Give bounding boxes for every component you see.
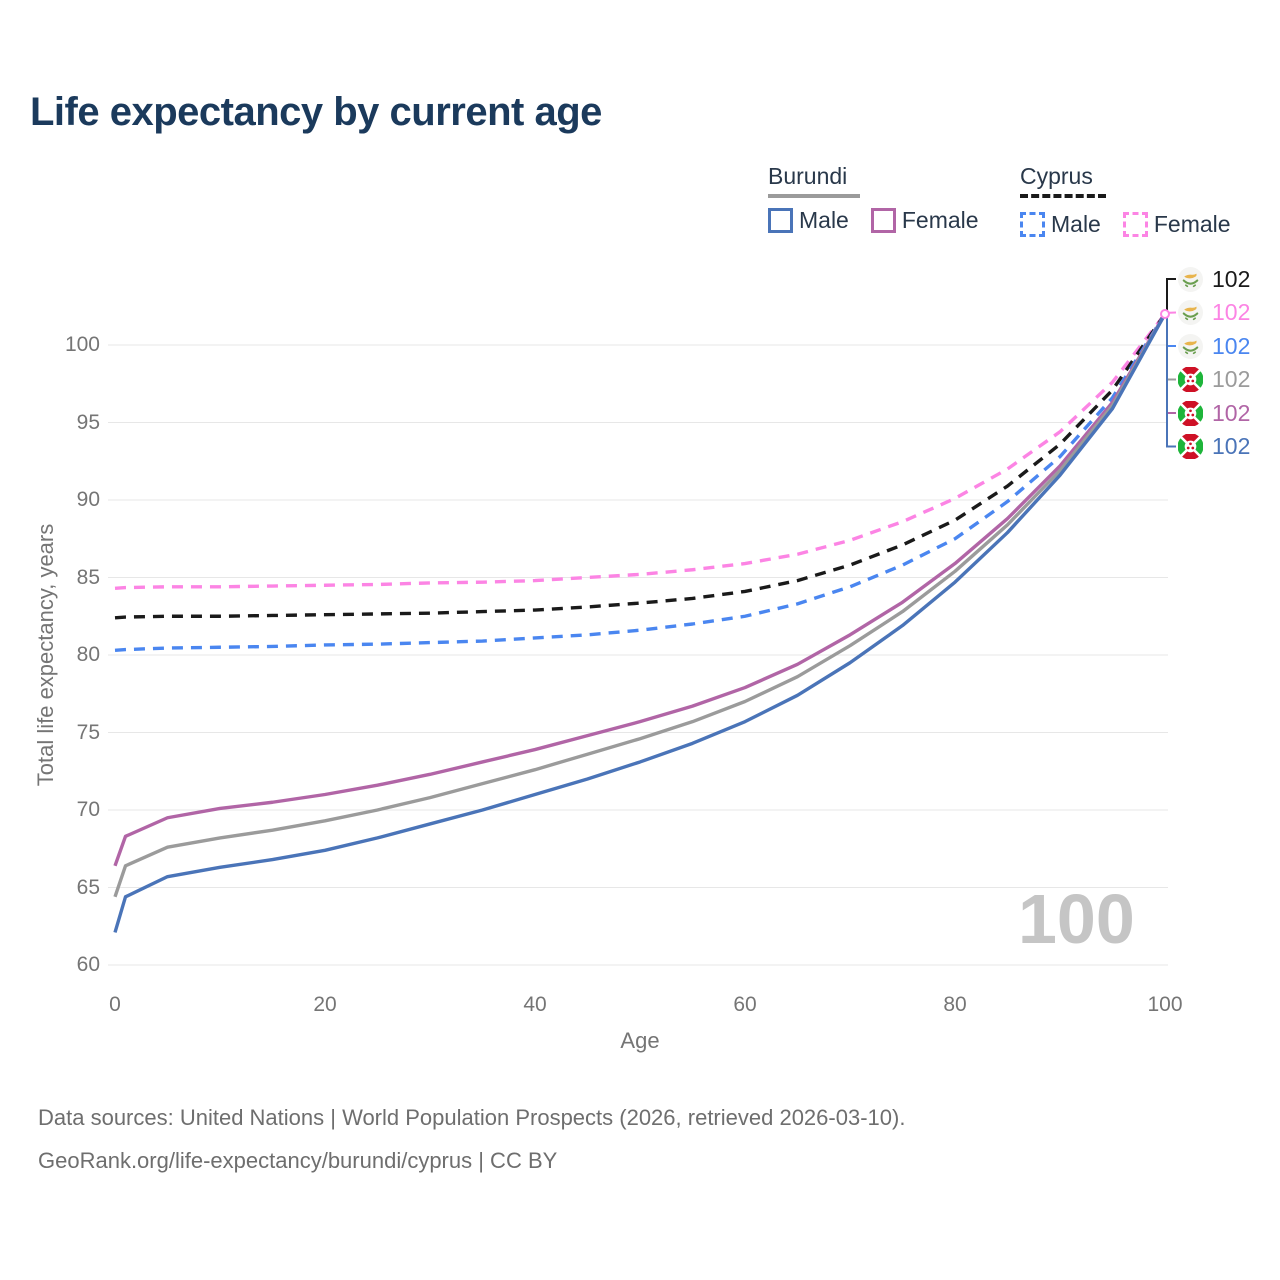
end-label-burundi-total: 102: [1177, 363, 1251, 395]
end-label-cyprus-female: 102: [1178, 296, 1250, 328]
end-label-value: 102: [1212, 432, 1251, 459]
page-title: Life expectancy by current age: [30, 90, 602, 134]
x-axis-tick-20: 20: [313, 993, 337, 1016]
cyprus-flag-icon: [1178, 333, 1203, 359]
leader-line: [1163, 314, 1176, 414]
series-lines: [113, 312, 1167, 933]
series-line-burundi-male[interactable]: [113, 313, 1167, 933]
legend-item-cyprus-female[interactable]: Female: [1122, 211, 1231, 238]
end-label-value: 102: [1212, 399, 1251, 426]
checkbox-burundi-male[interactable]: [768, 208, 793, 233]
series-line-cyprus-total[interactable]: [114, 313, 1167, 620]
leader-line: [1163, 314, 1176, 381]
x-axis-tick-0: 0: [109, 993, 121, 1016]
end-label-value: 102: [1212, 365, 1251, 392]
series-line-burundi-total[interactable]: [113, 313, 1167, 898]
burundi-flag-icon: [1177, 432, 1204, 460]
leader-line: [1163, 314, 1176, 347]
x-axis-tick-40: 40: [523, 993, 547, 1016]
legend-country-cyprus[interactable]: Cyprus: [1020, 163, 1093, 189]
y-axis-tick-90: 90: [76, 488, 100, 511]
leader-lines: [1160, 278, 1177, 448]
checkbox-burundi-female[interactable]: [870, 208, 896, 233]
legend-group-cyprus: Cyprus Male Female: [1020, 163, 1231, 238]
end-label-burundi-female: 102: [1177, 397, 1251, 429]
legend-line-sample-cyprus: [1020, 194, 1106, 202]
y-axis-tick-65: 65: [76, 875, 100, 899]
x-axis-tick-100: 100: [1147, 993, 1183, 1016]
cyprus-flag-icon: [1178, 266, 1203, 292]
leader-line: [1163, 314, 1176, 448]
legend-item-burundi-male[interactable]: Male: [768, 207, 849, 234]
footer-url[interactable]: GeoRank.org/life-expectancy/burundi/cypr…: [38, 1148, 558, 1173]
x-axis-title: Age: [620, 1028, 660, 1053]
legend-item-burundi-female[interactable]: Female: [870, 207, 979, 234]
end-label-value: 102: [1212, 265, 1251, 292]
age-counter-watermark: 100: [1018, 880, 1135, 958]
y-axis-tick-80: 80: [76, 643, 100, 666]
footer-data-sources: Data sources: United Nations | World Pop…: [38, 1105, 906, 1130]
end-label-value: 102: [1212, 332, 1251, 359]
x-axis-tick-60: 60: [733, 993, 757, 1016]
checkbox-cyprus-male[interactable]: [1020, 212, 1045, 237]
checkbox-cyprus-female[interactable]: [1122, 212, 1148, 237]
y-axis-tick-75: 75: [76, 720, 100, 744]
y-axis-tick-85: 85: [76, 565, 100, 589]
leader-line: [1163, 278, 1176, 313]
series-line-cyprus-male[interactable]: [114, 313, 1167, 653]
gridlines: [108, 344, 1168, 966]
end-label-cyprus-total: 102: [1178, 263, 1250, 295]
y-axis-tick-60: 60: [76, 953, 100, 976]
legend-country-burundi[interactable]: Burundi: [768, 163, 848, 189]
end-label-value: 102: [1212, 298, 1251, 325]
burundi-flag-icon: [1177, 365, 1204, 393]
convergence-point-marker: [1160, 309, 1170, 319]
legend-line-sample-burundi: [768, 194, 860, 198]
series-line-cyprus-female[interactable]: [114, 312, 1167, 591]
y-axis-tick-100: 100: [64, 333, 100, 356]
cyprus-flag-icon: [1178, 299, 1203, 325]
burundi-flag-icon: [1177, 399, 1204, 427]
end-label-burundi-male: 102: [1177, 430, 1251, 462]
y-axis-tick-95: 95: [76, 410, 100, 434]
y-axis-tick-70: 70: [76, 798, 100, 821]
x-axis-tick-80: 80: [943, 993, 967, 1016]
legend-group-burundi: Burundi Male Female: [768, 163, 979, 234]
end-label-cyprus-male: 102: [1178, 330, 1250, 362]
series-line-burundi-female[interactable]: [113, 313, 1167, 867]
legend-item-cyprus-male[interactable]: Male: [1020, 211, 1101, 238]
